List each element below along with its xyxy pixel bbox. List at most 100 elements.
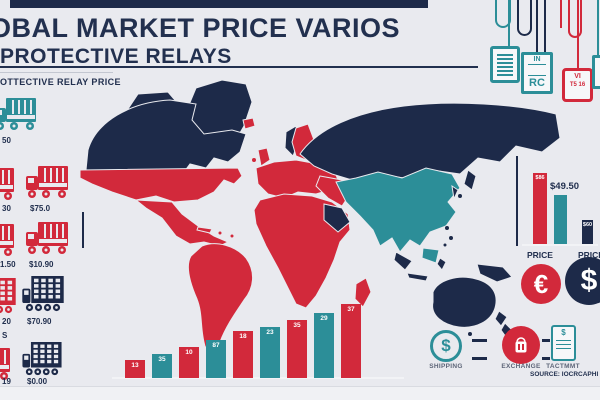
- hanging-string: [536, 0, 538, 54]
- dollar-symbol: $: [580, 264, 598, 297]
- hanging-string: [544, 0, 546, 54]
- bar-value-label: $60: [582, 222, 593, 228]
- file-icon-lines: [528, 64, 546, 76]
- shipping-price: $10.90: [29, 260, 54, 269]
- tag-icon-label: T5 16: [569, 82, 586, 88]
- chart-baseline: [522, 244, 598, 246]
- chart-bar: 29: [314, 313, 334, 378]
- map-region-canada: [85, 99, 247, 173]
- chart-bar: 18: [233, 331, 253, 378]
- map-region-ireland: [251, 157, 257, 163]
- map-region-saudi-arabia: [323, 203, 351, 233]
- shipping-price: $75.0: [30, 204, 51, 213]
- file-icon: IN RC: [521, 52, 553, 94]
- map-region-sumatra: [393, 251, 413, 271]
- bar-value-label: 35: [158, 356, 166, 363]
- container-truck-icon: [22, 342, 62, 376]
- map-caption: OTTECTIVE RELAY PRICE: [0, 77, 121, 87]
- bar-value-label: $86: [535, 175, 545, 181]
- map-region-china-india-central-asia: [335, 167, 461, 253]
- map-region-caribbean: [196, 226, 213, 234]
- dash-connector: [542, 357, 550, 360]
- tag-icon: VI T5 16: [562, 68, 593, 102]
- page-title: OBAL MARKET PRICE VARIOS: [0, 13, 401, 43]
- map-region-mexico-central-america: [134, 199, 230, 247]
- axis-label-price: PRICE: [578, 250, 600, 260]
- hanging-string: [517, 0, 532, 36]
- bar-value-label: 35: [293, 322, 301, 329]
- hanging-string: [568, 0, 582, 38]
- chart-bar: 87: [206, 340, 226, 378]
- map-region-japan-island: [457, 193, 463, 199]
- map-region-uk: [257, 147, 271, 167]
- exchange-icon: [502, 326, 540, 364]
- document-icon-partial: [592, 55, 600, 89]
- chart-bar: 13: [125, 360, 145, 378]
- map-region-tasmania: [467, 331, 473, 337]
- shipping-price: 20: [2, 317, 11, 326]
- price-annotation: $49.50: [550, 181, 580, 192]
- title-underline-thin: [0, 72, 113, 73]
- shipping-price: $70.90: [27, 317, 52, 326]
- chart-bar: 10: [179, 347, 199, 378]
- bar-value-label: 87: [212, 342, 220, 349]
- chart-bar: 37: [341, 304, 361, 378]
- divider: [516, 156, 518, 246]
- truck-icon: [0, 96, 38, 132]
- map-region-japan: [463, 169, 477, 191]
- hanging-string: [560, 0, 562, 28]
- map-region-philippines: [448, 235, 454, 241]
- map-region-iceland: [242, 117, 256, 130]
- map-region-russia: [299, 102, 561, 181]
- truck-icon: [24, 220, 70, 256]
- dash-connector: [472, 339, 487, 342]
- page-subtitle: PROTECTIVE RELAYS: [0, 45, 232, 68]
- container-truck-icon: [22, 276, 64, 312]
- map-region-new-zealand: [494, 310, 508, 327]
- hanging-string: [577, 0, 579, 70]
- top-accent-bar: [10, 0, 428, 8]
- map-region-scandinavia: [291, 123, 315, 161]
- map-region-madagascar: [354, 277, 372, 308]
- chart-bar: 35: [287, 320, 307, 378]
- hanging-string: [495, 0, 511, 28]
- bar-value-label: 18: [239, 333, 247, 340]
- source-note: SOURCE: IOCRCAPHI: [530, 371, 599, 378]
- pump-glyph: [515, 337, 527, 353]
- bottom-strip: [0, 386, 600, 400]
- axis-label-price: PRICE: [527, 250, 553, 260]
- map-region-africa: [253, 193, 351, 309]
- map-region-norway: [284, 125, 300, 157]
- chart-baseline: [112, 377, 404, 379]
- bar-value-label: 29: [320, 315, 328, 322]
- truck-icon: [0, 222, 16, 258]
- file-icon-header: IN: [533, 56, 541, 63]
- price-bar-teal: [554, 195, 567, 244]
- truck-icon: [0, 166, 16, 202]
- map-region-philippines: [442, 242, 448, 248]
- map-region-caribbean-island: [217, 230, 223, 236]
- icon-label-shipping: SHIPPING: [429, 363, 463, 370]
- map-region-new-guinea: [476, 263, 513, 283]
- bar-value-label: 13: [131, 362, 139, 369]
- chart-bar: 23: [260, 327, 280, 378]
- bar-value-label: 10: [185, 349, 193, 356]
- price-bar-red: $86: [533, 173, 547, 244]
- map-region-philippines: [444, 225, 450, 231]
- icon-label-tariff: TACTMMT: [546, 363, 580, 370]
- map-region-caribbean-island: [229, 233, 235, 239]
- bar-value-label: 23: [266, 329, 274, 336]
- dash-connector: [542, 339, 550, 342]
- dollar-symbol: $: [561, 328, 566, 337]
- shipping-price: 1.50: [0, 260, 16, 269]
- euro-symbol: €: [533, 268, 549, 299]
- receipt-icon: $: [551, 325, 576, 361]
- title-underline: [0, 66, 478, 68]
- bar-value-label: 37: [347, 306, 355, 313]
- icon-label-exchange: EXCHANGE: [501, 363, 541, 370]
- hanging-string: [597, 0, 599, 55]
- truck-icon: [24, 164, 70, 200]
- map-region-greenland: [185, 79, 253, 157]
- map-region-australia: [432, 276, 497, 328]
